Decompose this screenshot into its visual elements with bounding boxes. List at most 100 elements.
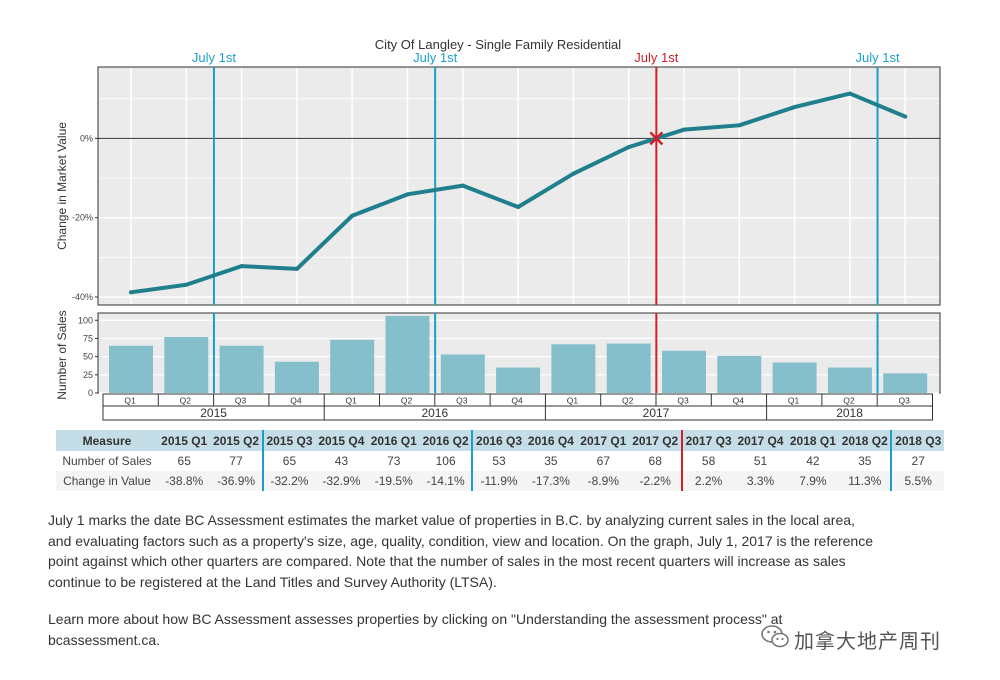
quarter-label: Q3 (899, 396, 911, 406)
description-paragraph: July 1 marks the date BC Assessment esti… (48, 512, 874, 590)
line-y-tick-label: -20% (72, 213, 93, 223)
bar-y-tick-label: 50 (83, 352, 93, 362)
x-axis-quarters: Q1 Q2 Q3 Q4 Q1 Q2 Q3 Q4 Q1 Q2 Q3 Q4 Q1 Q2 Q3 2015 2016 20… (102, 393, 933, 421)
table-header-cell: 2015 Q2 (210, 430, 263, 451)
market-value-point (516, 205, 521, 210)
table-cell: 43 (334, 454, 349, 468)
sales-bar (772, 362, 817, 393)
quarter-label: Q4 (733, 396, 745, 406)
table-cell: 3.3% (734, 471, 787, 491)
table-cell: 42 (806, 454, 820, 468)
chart-title: City Of Langley - Single Family Resident… (375, 37, 621, 52)
reference-x-stroke (649, 131, 664, 146)
table-cell: 51 (753, 454, 768, 468)
table-cell: 67 (596, 454, 610, 468)
sales-bar (109, 345, 153, 393)
data-table: Measure 2015 Q1 2015 Q2 2015 Q3 2015 Q4 2016… (56, 430, 944, 491)
table-row: Change in Value -38.8% -36.9% -32.2% -32.9% -… (56, 471, 944, 491)
quarter-label: Q1 (788, 396, 800, 406)
market-value-point (737, 123, 742, 128)
table-cell: 58 (680, 451, 735, 471)
quarter-label: Q2 (401, 396, 413, 406)
market-value-point (239, 264, 244, 269)
table-cell: -19.5% (367, 471, 420, 491)
table-cell: 11.3% (839, 471, 892, 491)
sales-bar (496, 367, 541, 393)
quarter-label: Q3 (235, 396, 247, 406)
bar-y-tick-label: 100 (78, 315, 93, 325)
table-header-cell: 2015 Q3 (261, 430, 316, 451)
bar-y-tick-label: 75 (83, 333, 93, 343)
sales-bar (164, 337, 209, 393)
sales-bar (662, 350, 706, 393)
table-row-label: Change in Value (56, 471, 158, 491)
market-value-point (460, 183, 465, 188)
quarter-label: Q3 (677, 396, 689, 406)
market-value-point (571, 171, 576, 176)
line-y-tick-label: 0% (80, 133, 93, 143)
quarter-label: Q2 (843, 396, 855, 406)
july-first-label: July 1st (192, 50, 236, 65)
quarter-label: Q4 (511, 396, 523, 406)
table-header-cell: 2015 Q1 (158, 430, 211, 451)
table-cell: -36.9% (210, 471, 263, 491)
table-cell: 5.5% (890, 471, 944, 491)
market-value-point (294, 266, 299, 271)
table-header-cell: 2017 Q2 (629, 430, 682, 451)
table-cell: -2.2% (629, 471, 682, 491)
sales-bar (883, 373, 928, 393)
table-header-cell: 2016 Q1 (367, 430, 420, 451)
quarter-label: Q3 (456, 396, 468, 406)
market-chart: City Of Langley - Single Family Resident… (55, 37, 941, 421)
table-header-cell: 2017 Q3 (680, 430, 735, 451)
july-first-label: July 1st (413, 50, 457, 65)
quarter-label: Q1 (124, 396, 136, 406)
line-y-ticks: 0% -20% -40% (72, 133, 98, 302)
market-value-point (792, 105, 797, 110)
year-label: 2015 (200, 406, 227, 420)
market-value-point (903, 114, 908, 119)
sales-bar (551, 344, 596, 393)
table-cell: 73 (387, 454, 401, 468)
quarter-label: Q2 (180, 396, 192, 406)
market-value-point (405, 192, 410, 197)
bar-y-ticks: 100 75 50 25 0 (78, 315, 98, 398)
table-body: Number of Sales 65 77 65 43 73 106 53 35 67 68 58 51… (56, 451, 944, 491)
year-label: 2018 (836, 406, 863, 420)
table-header-cell: 2017 Q1 (577, 430, 630, 451)
table-header-cell: 2018 Q1 (786, 430, 840, 451)
table-header-cell: 2017 Q4 (734, 430, 787, 451)
quarter-label: Q1 (346, 396, 358, 406)
table-cell: 2.2% (680, 471, 735, 491)
sales-bar (274, 361, 319, 393)
table-cell: 35 (544, 454, 558, 468)
wechat-icon (761, 625, 789, 648)
table-cell: 77 (229, 454, 243, 468)
sales-bar (440, 354, 485, 393)
table-cell: 65 (261, 451, 316, 471)
sales-bar (606, 343, 651, 393)
july-first-lines: July 1st July 1st July 1st July 1st (192, 50, 900, 305)
table-header-cell: 2015 Q4 (315, 430, 368, 451)
quarter-label: Q2 (622, 396, 634, 406)
table-cell: -32.9% (315, 471, 368, 491)
sales-bar (219, 345, 264, 393)
table-cell: 27 (890, 451, 944, 471)
learn-more-paragraph: Learn more about how BC Assessment asses… (48, 611, 783, 648)
line-y-axis-label: Change in Market Value (55, 122, 69, 250)
table-header-cell: 2016 Q2 (419, 430, 473, 451)
table-cell: 7.9% (786, 471, 840, 491)
sales-bar (330, 339, 375, 393)
quarter-label: Q1 (567, 396, 579, 406)
table-header-measure: Measure (56, 430, 158, 451)
july-first-label: July 1st (856, 50, 900, 65)
table-cell: -17.3% (524, 471, 578, 491)
table-header-cell: 2016 Q3 (471, 430, 525, 451)
market-value-point (847, 91, 852, 96)
market-value-points (129, 91, 908, 295)
year-label: 2017 (643, 406, 670, 420)
table-header-cell: 2018 Q3 (890, 430, 944, 451)
table-row: Number of Sales 65 77 65 43 73 106 53 35 67 68 58 51… (56, 451, 944, 471)
table-cell: -11.9% (471, 471, 525, 491)
table-cell: -32.2% (261, 471, 316, 491)
